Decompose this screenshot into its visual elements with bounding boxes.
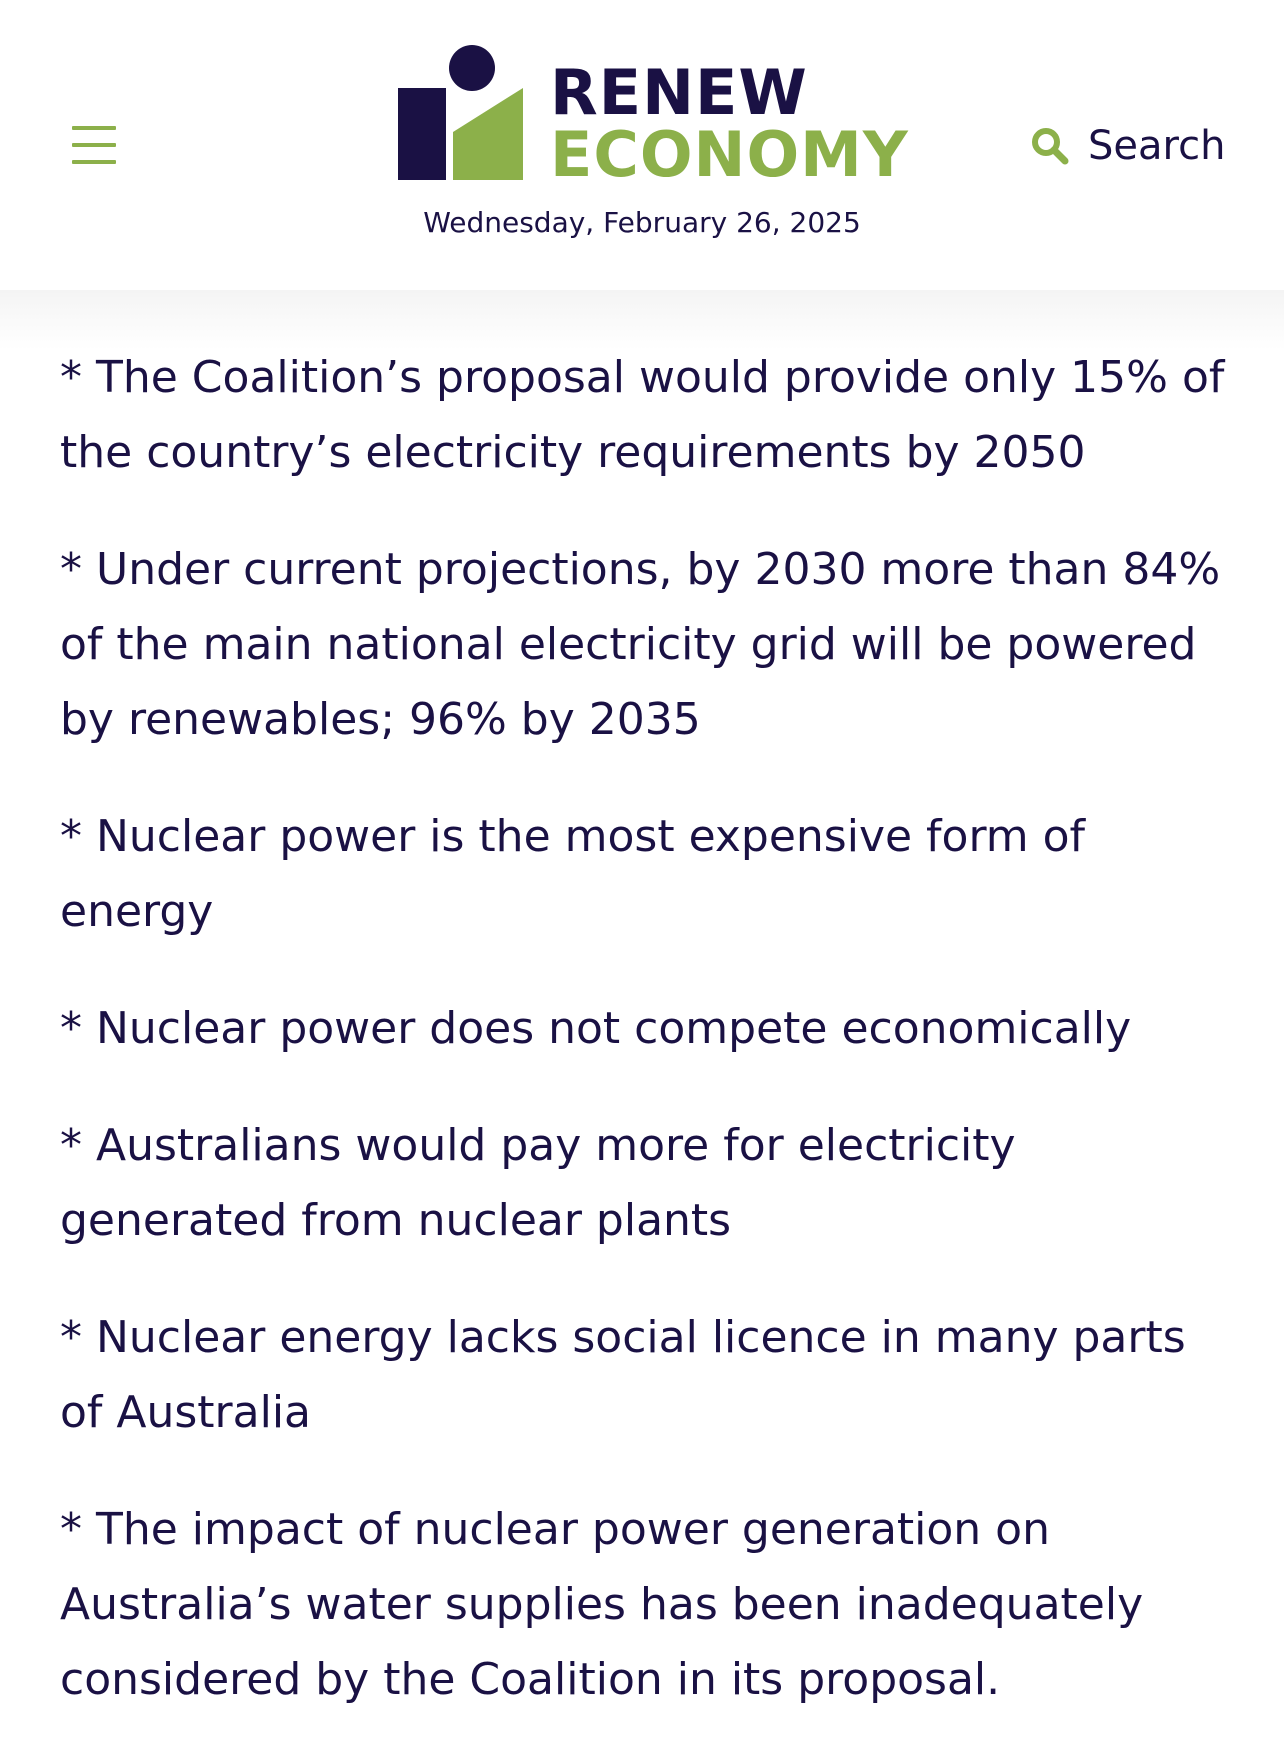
article-paragraph: * The Coalition’s proposal would provide…: [60, 352, 1225, 478]
header-date: Wednesday, February 26, 2025: [423, 206, 861, 239]
article-paragraph: * Nuclear power is the most expensive fo…: [60, 811, 1086, 937]
search-button[interactable]: Search: [1030, 120, 1225, 172]
article-paragraph: * Under current projections, by 2030 mor…: [60, 544, 1221, 745]
menu-bar: [72, 160, 116, 164]
menu-bar: [72, 126, 116, 130]
logo-text-renew: RENEW: [550, 56, 808, 129]
article-paragraph: * Nuclear energy lacks social licence in…: [60, 1312, 1186, 1438]
logo-mark-icon: [398, 45, 523, 180]
article-paragraph: * Nuclear power does not compete economi…: [60, 1003, 1132, 1054]
hamburger-menu-icon[interactable]: [72, 124, 116, 168]
article-body: * The Coalition’s proposal would provide…: [60, 340, 1230, 1759]
site-header: RENEW ECONOMY Wednesday, February 26, 20…: [0, 0, 1284, 290]
logo-text-economy: ECONOMY: [550, 118, 909, 191]
menu-bar: [72, 143, 116, 147]
article-paragraph: * The impact of nuclear power generation…: [60, 1504, 1144, 1705]
search-icon: [1032, 128, 1069, 165]
article-paragraph: * Australians would pay more for electri…: [60, 1120, 1016, 1246]
search-label: Search: [1088, 123, 1226, 169]
header-shadow: [0, 290, 1284, 350]
site-logo[interactable]: RENEW ECONOMY: [398, 44, 908, 186]
